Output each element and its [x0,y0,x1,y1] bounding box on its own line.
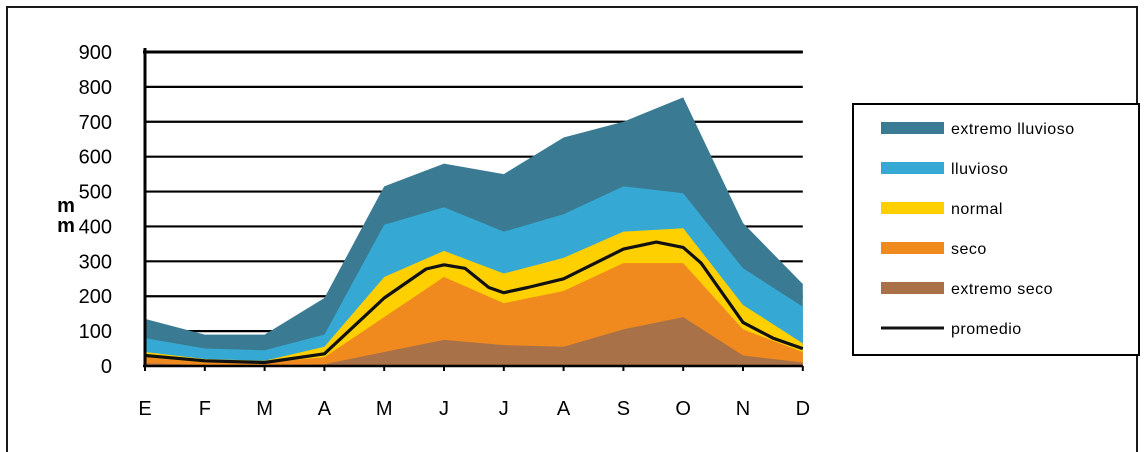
legend-swatch [881,122,944,134]
legend-label: seco [951,241,987,258]
y-axis-label: mm [57,195,75,237]
legend-label: extremo seco [951,281,1053,298]
y-tick-label: 400 [79,216,112,238]
legend: extremo lluvioso lluvioso normal seco extrem… [852,103,1140,356]
y-tick-label: 0 [101,356,112,378]
y-axis-label-char: m [57,215,75,237]
legend-label: normal [951,201,1003,218]
x-tick-label: A [318,398,332,420]
x-tick-label: J [439,398,449,420]
y-tick-label: 200 [79,286,112,308]
y-tick-label: 300 [79,251,112,273]
legend-swatch [881,202,944,214]
x-tick-label: M [256,398,273,420]
x-tick-label: D [796,398,810,420]
y-axis-label-char: m [57,195,75,217]
line-promedio [144,240,804,365]
x-tick-label: F [199,398,211,420]
y-tick-label: 800 [79,77,112,99]
legend-box [852,103,1140,356]
legend-label: promedio [951,321,1022,338]
area-extremo-seco [145,317,803,366]
y-tick-label: 700 [79,112,112,134]
y-tick-label: 600 [79,147,112,169]
x-tick-label: A [557,398,571,420]
legend-swatch [881,242,944,254]
x-tick-label: E [138,398,151,420]
legend-label: lluvioso [951,161,1008,178]
legend-swatch [881,162,944,174]
area-series [144,97,804,366]
y-tick-label: 100 [79,321,112,343]
y-tick-label: 500 [79,182,112,204]
legend-label: extremo lluvioso [951,121,1075,138]
x-tick-label: J [499,398,509,420]
y-tick-labels: 900 800 700 600 500 400 300 200 100 0 [79,42,112,378]
legend-swatch [881,282,944,294]
x-tick-label: O [675,398,691,420]
y-tick-label: 900 [79,42,112,64]
x-tick-label: M [376,398,393,420]
x-tick-label: N [736,398,750,420]
x-tick-label: S [617,398,630,420]
axes [143,48,804,371]
